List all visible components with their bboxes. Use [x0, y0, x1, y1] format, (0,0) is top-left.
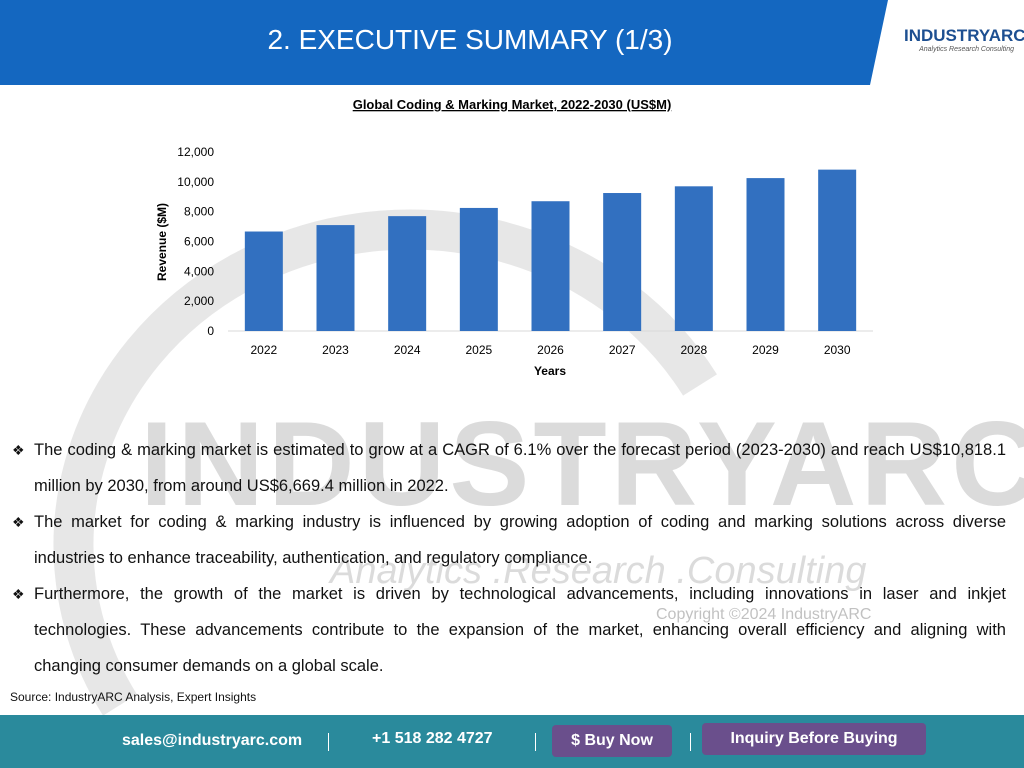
logo-tagline: Analytics Research Consulting	[919, 46, 1014, 53]
y-tick-label: 4,000	[184, 264, 214, 278]
x-tick-label: 2024	[394, 343, 421, 357]
bar	[746, 178, 785, 331]
separator	[328, 733, 329, 751]
y-tick-label: 2,000	[184, 294, 214, 308]
bar	[388, 216, 427, 331]
x-tick-label: 2023	[322, 343, 349, 357]
footer: sales@industryarc.com +1 518 282 4727 $ …	[0, 715, 1024, 768]
separator	[535, 733, 536, 751]
bar	[818, 169, 857, 331]
bar	[674, 186, 713, 331]
phone[interactable]: +1 518 282 4727	[372, 730, 493, 747]
bar	[603, 193, 642, 331]
x-tick-label: 2027	[609, 343, 636, 357]
chart-title: Global Coding & Marking Market, 2022-203…	[353, 97, 672, 112]
bullet: The market for coding & marking industry…	[12, 504, 1006, 576]
inquiry-button[interactable]: Inquiry Before Buying	[702, 723, 926, 755]
bullet-list: The coding & marking market is estimated…	[12, 432, 1006, 684]
source: Source: IndustryARC Analysis, Expert Ins…	[10, 690, 257, 704]
x-tick-label: 2030	[824, 343, 851, 357]
bullet: Furthermore, the growth of the market is…	[12, 576, 1006, 684]
logo-text: INDUSTRYARC	[904, 26, 1024, 45]
slide-title: 2. EXECUTIVE SUMMARY (1/3)	[267, 24, 673, 55]
chart: Global Coding & Marking Market, 2022-203…	[155, 97, 873, 378]
x-tick-label: 2025	[465, 343, 492, 357]
separator	[690, 733, 691, 751]
header-shape	[0, 0, 888, 85]
y-tick-label: 8,000	[184, 205, 214, 219]
y-axis-label: Revenue ($M)	[155, 203, 169, 281]
bullet: The coding & marking market is estimated…	[12, 432, 1006, 504]
bar	[316, 225, 355, 331]
x-axis-label: Years	[534, 364, 566, 378]
x-tick-label: 2029	[752, 343, 779, 357]
bar	[244, 231, 283, 331]
bar	[531, 201, 570, 331]
x-tick-label: 2026	[537, 343, 564, 357]
y-tick-label: 12,000	[177, 145, 214, 159]
header-band	[0, 0, 888, 85]
email[interactable]: sales@industryarc.com	[122, 732, 303, 749]
logo: INDUSTRYARC Analytics Research Consulting	[904, 26, 1024, 53]
bar	[459, 207, 498, 331]
buy-button[interactable]: $ Buy Now	[552, 725, 672, 757]
x-tick-label: 2028	[680, 343, 707, 357]
x-tick-label: 2022	[250, 343, 277, 357]
y-tick-label: 0	[207, 324, 214, 338]
y-tick-label: 6,000	[184, 235, 214, 249]
y-tick-label: 10,000	[177, 175, 214, 189]
